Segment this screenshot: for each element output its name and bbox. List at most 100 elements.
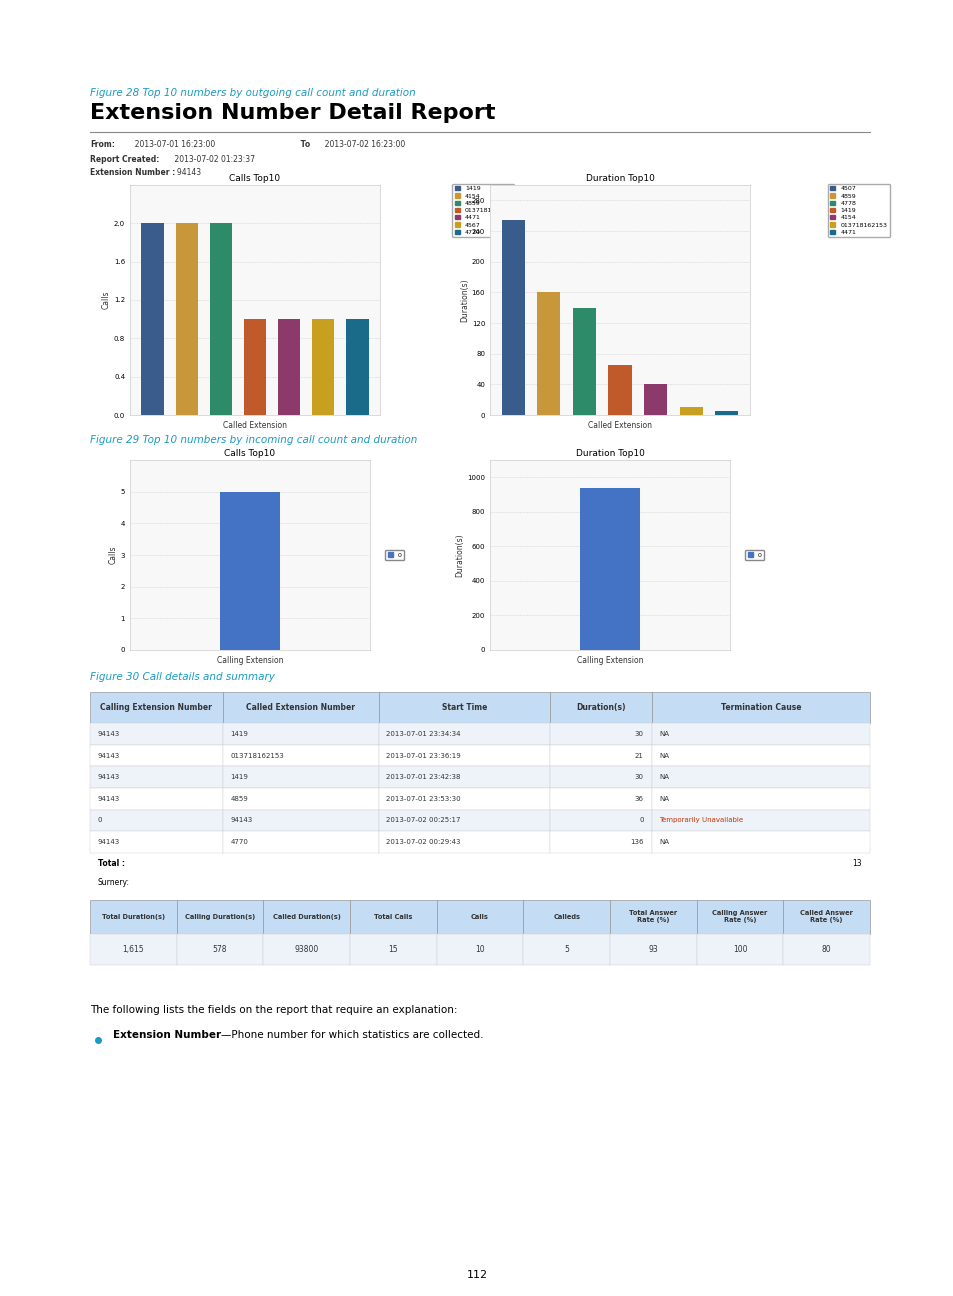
Text: Report Created:: Report Created:: [90, 156, 159, 165]
Bar: [378, 723, 550, 745]
Legend: 0: 0: [744, 550, 763, 560]
Text: Start Time: Start Time: [441, 702, 487, 712]
Bar: [263, 933, 350, 966]
Bar: [220, 491, 280, 651]
Text: 80: 80: [821, 945, 831, 954]
Bar: [90, 899, 176, 933]
Text: Total Calls: Total Calls: [374, 914, 412, 920]
Bar: [176, 933, 263, 966]
Bar: [696, 899, 782, 933]
Bar: [550, 723, 651, 745]
Text: Calleds: Calleds: [553, 914, 579, 920]
Text: Figure 28 Top 10 numbers by outgoing call count and duration: Figure 28 Top 10 numbers by outgoing cal…: [90, 88, 416, 98]
Text: Figure 29 Top 10 numbers by incoming call count and duration: Figure 29 Top 10 numbers by incoming cal…: [90, 435, 417, 445]
Bar: [696, 933, 782, 966]
Text: 013718162153: 013718162153: [231, 753, 284, 758]
Bar: [608, 365, 631, 415]
Bar: [378, 692, 550, 723]
Bar: [90, 723, 222, 745]
Bar: [378, 788, 550, 810]
Bar: [222, 766, 378, 788]
Text: 2013-07-01 23:42:38: 2013-07-01 23:42:38: [386, 774, 460, 780]
Text: The following lists the fields on the report that require an explanation:: The following lists the fields on the re…: [90, 1004, 457, 1015]
Text: NA: NA: [659, 839, 669, 845]
Text: Extension Number Detail Report: Extension Number Detail Report: [90, 102, 495, 123]
Text: Extension Number :: Extension Number :: [90, 168, 175, 178]
Bar: [90, 745, 222, 766]
Bar: [436, 899, 523, 933]
Text: To: To: [290, 140, 310, 149]
Text: 4859: 4859: [231, 796, 248, 802]
Text: 0: 0: [98, 818, 102, 823]
Bar: [176, 899, 263, 933]
Y-axis label: Duration(s): Duration(s): [459, 279, 468, 321]
Text: 94143: 94143: [165, 168, 201, 178]
Bar: [651, 745, 869, 766]
Title: Duration Top10: Duration Top10: [575, 448, 644, 457]
Bar: [90, 831, 222, 853]
Text: 94143: 94143: [98, 839, 120, 845]
Bar: [782, 899, 869, 933]
Bar: [550, 831, 651, 853]
Bar: [550, 810, 651, 831]
Text: Calling Extension Number: Calling Extension Number: [100, 702, 212, 712]
Text: Surnery:: Surnery:: [98, 879, 130, 888]
Bar: [90, 810, 222, 831]
Text: 30: 30: [634, 774, 643, 780]
Text: Duration(s): Duration(s): [576, 702, 625, 712]
Y-axis label: Calls: Calls: [102, 290, 111, 310]
Bar: [573, 307, 596, 415]
Bar: [715, 411, 738, 415]
Bar: [222, 692, 378, 723]
Text: 94143: 94143: [98, 731, 120, 737]
Bar: [175, 223, 197, 415]
Text: 2013-07-02 16:23:00: 2013-07-02 16:23:00: [319, 140, 405, 149]
Legend: 0: 0: [385, 550, 403, 560]
Bar: [222, 788, 378, 810]
Bar: [378, 766, 550, 788]
Text: Total :: Total :: [98, 859, 125, 868]
Bar: [90, 766, 222, 788]
Text: Calling Answer
Rate (%): Calling Answer Rate (%): [712, 910, 767, 923]
Text: Calls: Calls: [471, 914, 489, 920]
Y-axis label: Duration(s): Duration(s): [455, 533, 464, 577]
Text: 30: 30: [634, 731, 643, 737]
Bar: [651, 810, 869, 831]
Bar: [651, 723, 869, 745]
Bar: [550, 745, 651, 766]
Bar: [244, 319, 266, 415]
Text: 112: 112: [466, 1270, 487, 1280]
Text: 2013-07-01 23:36:19: 2013-07-01 23:36:19: [386, 753, 460, 758]
Text: NA: NA: [659, 753, 669, 758]
Text: 10: 10: [475, 945, 484, 954]
Text: 2013-07-01 23:34:34: 2013-07-01 23:34:34: [386, 731, 460, 737]
Text: 94143: 94143: [98, 753, 120, 758]
Bar: [378, 810, 550, 831]
Text: Calling Duration(s): Calling Duration(s): [185, 914, 254, 920]
Text: Temporarily Unavailable: Temporarily Unavailable: [659, 818, 742, 823]
Text: Total Duration(s): Total Duration(s): [102, 914, 165, 920]
Title: Calls Top10: Calls Top10: [230, 174, 280, 183]
Text: 2013-07-01 23:53:30: 2013-07-01 23:53:30: [386, 796, 460, 802]
Bar: [550, 788, 651, 810]
Bar: [651, 766, 869, 788]
Text: 2013-07-02 00:25:17: 2013-07-02 00:25:17: [386, 818, 460, 823]
Bar: [651, 692, 869, 723]
Bar: [90, 788, 222, 810]
Text: 21: 21: [635, 753, 643, 758]
Text: 1419: 1419: [231, 774, 248, 780]
Bar: [350, 899, 436, 933]
Text: NA: NA: [659, 774, 669, 780]
Text: Termination Cause: Termination Cause: [720, 702, 801, 712]
Bar: [378, 745, 550, 766]
Bar: [90, 692, 222, 723]
Bar: [210, 223, 232, 415]
Bar: [501, 219, 524, 415]
Text: 93800: 93800: [294, 945, 318, 954]
Y-axis label: Calls: Calls: [109, 546, 118, 564]
X-axis label: Called Extension: Called Extension: [223, 421, 287, 429]
X-axis label: Called Extension: Called Extension: [587, 421, 651, 429]
Bar: [436, 933, 523, 966]
Text: 5: 5: [563, 945, 569, 954]
Text: 15: 15: [388, 945, 397, 954]
